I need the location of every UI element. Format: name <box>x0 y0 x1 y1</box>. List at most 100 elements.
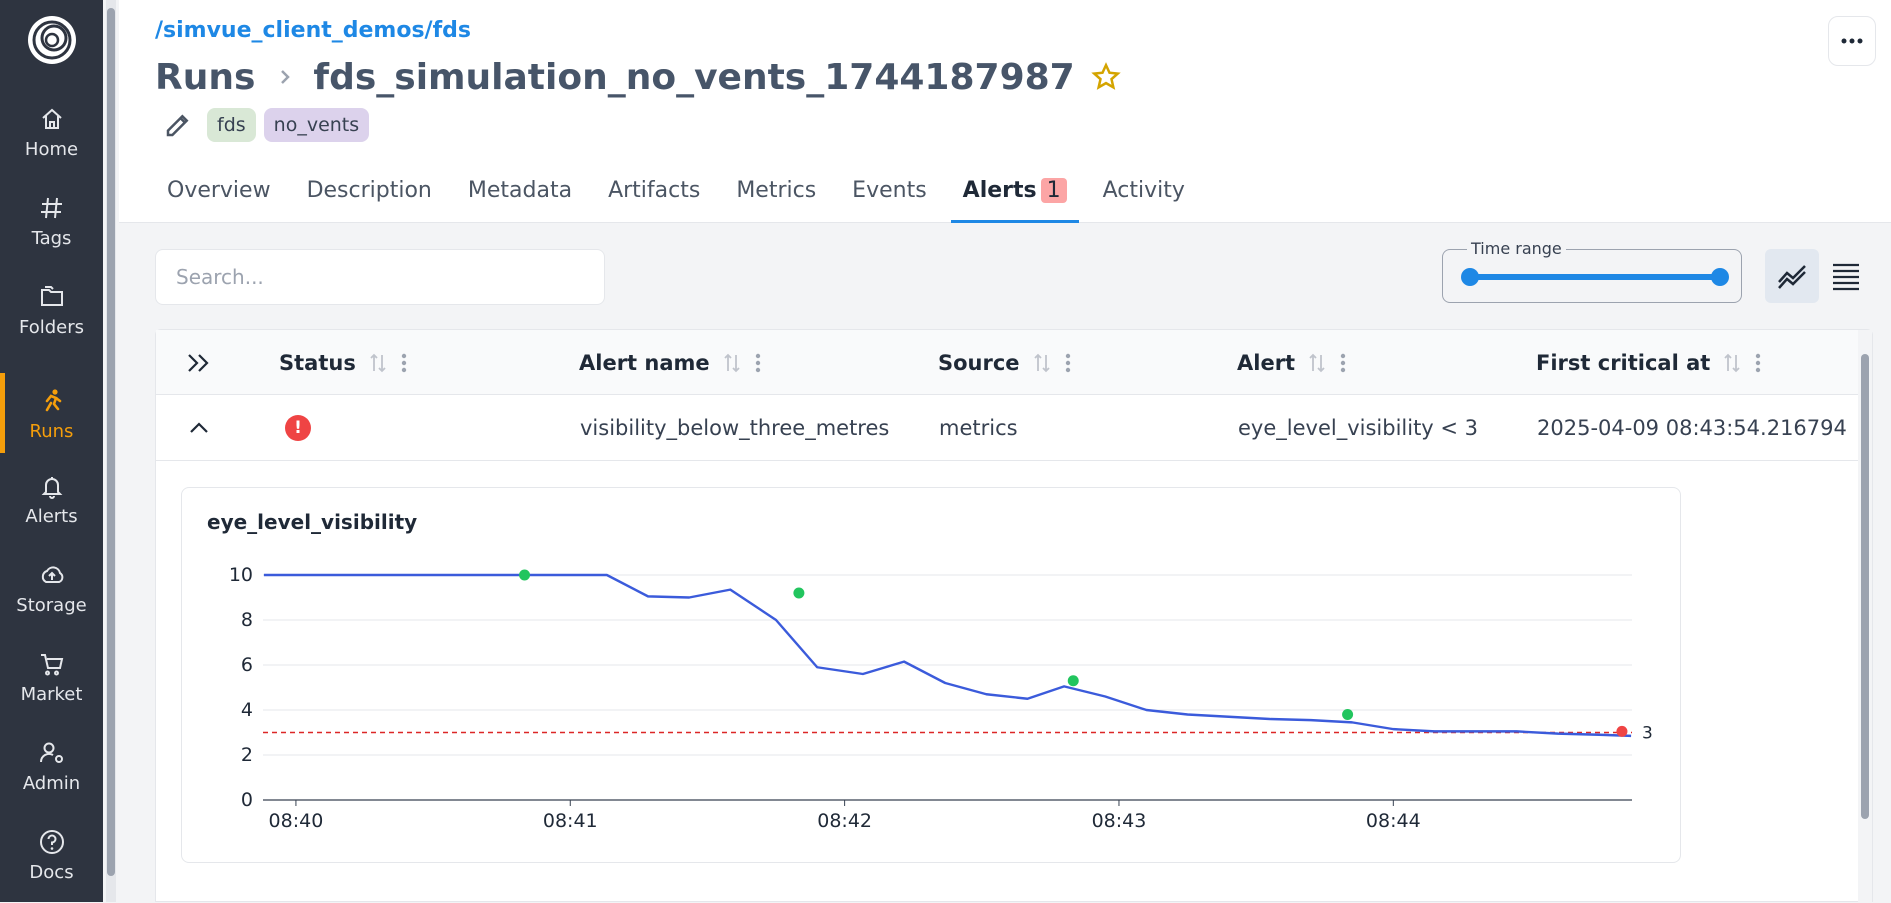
y-tick-label: 2 <box>241 744 253 766</box>
table-row[interactable]: ! visibility_below_three_metres metrics … <box>156 395 1860 461</box>
x-tick-label: 08:44 <box>1366 810 1421 832</box>
column-menu-icon[interactable] <box>400 352 408 374</box>
sidebar-item-label: Admin <box>22 772 81 794</box>
sidebar-item-label: Alerts <box>25 505 78 527</box>
sidebar-item-market[interactable]: Market <box>0 637 103 717</box>
runner-icon <box>45 388 61 411</box>
alert-rule-cell: eye_level_visibility < 3 <box>1238 416 1479 440</box>
time-range-slider[interactable]: Time range <box>1442 239 1742 303</box>
tab-label: Activity <box>1102 178 1185 203</box>
alert-count-badge: 1 <box>1040 178 1067 203</box>
x-tick-label: 08:40 <box>269 810 324 832</box>
metric-chart[interactable]: 0 2 4 6 8 10 08:40 08:41 08:42 08:43 08:44 3 <box>182 488 1682 864</box>
cart-icon <box>40 653 63 675</box>
sort-icon[interactable] <box>1032 352 1052 374</box>
tab-metadata[interactable]: Metadata <box>456 172 584 223</box>
sidebar: Home Tags Folders Runs Alerts Storage Market Ad… <box>0 0 103 902</box>
tab-metrics[interactable]: Metrics <box>724 172 828 223</box>
run-header: /simvue_client_demos/fds Runs fds_simula… <box>119 0 1891 223</box>
hash-icon <box>40 197 62 218</box>
tag-chip[interactable]: fds <box>207 108 256 142</box>
expand-all-button[interactable] <box>186 330 212 395</box>
time-range-label: Time range <box>1467 239 1566 258</box>
chart-view-button[interactable] <box>1765 249 1819 303</box>
time-range-track[interactable] <box>1469 274 1719 280</box>
run-tabs: Overview Description Metadata Artifacts Metr… <box>155 172 1209 223</box>
tab-events[interactable]: Events <box>840 172 939 223</box>
column-header-alert-name[interactable]: Alert name <box>579 330 762 395</box>
column-menu-icon[interactable] <box>754 352 762 374</box>
tab-alerts[interactable]: Alerts 1 <box>950 172 1079 223</box>
column-header-first-critical-at[interactable]: First critical at <box>1536 330 1762 395</box>
alert-marker <box>1616 725 1628 737</box>
sidebar-item-label: Docs <box>29 861 74 883</box>
x-tick-label: 08:43 <box>1092 810 1147 832</box>
table-header: Status Alert name Source Alert First critica… <box>156 330 1860 395</box>
sidebar-item-runs[interactable]: Runs <box>0 373 103 455</box>
sidebar-scrollbar[interactable] <box>106 0 116 902</box>
tab-label: Description <box>306 178 432 203</box>
line-chart-icon <box>1778 265 1806 289</box>
list-icon <box>1833 263 1859 291</box>
tab-label: Artifacts <box>608 178 701 203</box>
critical-alert-icon: ! <box>285 415 311 441</box>
sidebar-item-docs[interactable]: Docs <box>0 815 103 895</box>
sidebar-item-folders[interactable]: Folders <box>0 270 103 350</box>
time-range-end-handle[interactable] <box>1711 268 1729 286</box>
tab-label: Alerts <box>962 178 1037 203</box>
collapse-row-button[interactable] <box>188 395 210 461</box>
sort-icon[interactable] <box>1722 352 1742 374</box>
help-circle-icon <box>39 829 64 854</box>
column-header-status[interactable]: Status <box>279 330 408 395</box>
tab-activity[interactable]: Activity <box>1091 172 1197 223</box>
sidebar-item-label: Tags <box>31 227 72 249</box>
table-view-button[interactable] <box>1819 249 1873 303</box>
y-tick-label: 6 <box>241 654 253 676</box>
threshold-label: 3 <box>1642 724 1653 744</box>
column-header-label: First critical at <box>1536 350 1711 375</box>
y-tick-label: 4 <box>241 699 253 721</box>
y-tick-label: 0 <box>241 789 253 811</box>
more-options-button[interactable] <box>1828 16 1876 66</box>
sort-icon[interactable] <box>722 352 742 374</box>
alert-marker <box>1067 675 1079 687</box>
source-cell: metrics <box>939 416 1018 440</box>
sidebar-item-home[interactable]: Home <box>0 92 103 172</box>
tab-label: Overview <box>167 178 271 203</box>
column-header-alert[interactable]: Alert <box>1237 330 1347 395</box>
table-scrollbar[interactable] <box>1858 330 1872 903</box>
time-range-start-handle[interactable] <box>1461 268 1479 286</box>
column-menu-icon[interactable] <box>1064 352 1072 374</box>
sidebar-item-tags[interactable]: Tags <box>0 181 103 261</box>
column-menu-icon[interactable] <box>1339 352 1347 374</box>
tag-chip[interactable]: no_vents <box>263 108 370 142</box>
column-menu-icon[interactable] <box>1754 352 1762 374</box>
edit-tags-icon[interactable] <box>163 110 193 140</box>
sort-icon[interactable] <box>368 352 388 374</box>
cloud-upload-icon <box>41 565 63 583</box>
column-header-source[interactable]: Source <box>938 330 1072 395</box>
tab-description[interactable]: Description <box>295 172 444 223</box>
simvue-logo[interactable] <box>26 14 78 66</box>
star-icon[interactable] <box>1091 62 1121 92</box>
folders-icon <box>40 285 63 306</box>
double-chevron-right-icon <box>188 353 209 372</box>
ellipsis-icon <box>1841 38 1863 44</box>
breadcrumb-runs-link[interactable]: Runs <box>155 56 256 98</box>
tags-row: fds no_vents <box>163 108 370 142</box>
tab-artifacts[interactable]: Artifacts <box>596 172 712 223</box>
sidebar-item-admin[interactable]: Admin <box>0 726 103 806</box>
tab-label: Metadata <box>467 178 573 203</box>
sidebar-item-storage[interactable]: Storage <box>0 548 103 628</box>
sidebar-item-label: Folders <box>18 316 84 338</box>
sidebar-item-label: Storage <box>16 594 87 616</box>
first-critical-cell: 2025-04-09 08:43:54.216794 <box>1537 416 1847 440</box>
tab-label: Metrics <box>736 178 817 203</box>
project-path-link[interactable]: /simvue_client_demos/fds <box>155 18 471 43</box>
chevron-right-icon <box>281 70 291 84</box>
tab-overview[interactable]: Overview <box>155 172 283 223</box>
search-input[interactable] <box>155 249 605 305</box>
sidebar-item-alerts[interactable]: Alerts <box>0 459 103 539</box>
user-gear-icon <box>39 742 63 763</box>
sort-icon[interactable] <box>1307 352 1327 374</box>
